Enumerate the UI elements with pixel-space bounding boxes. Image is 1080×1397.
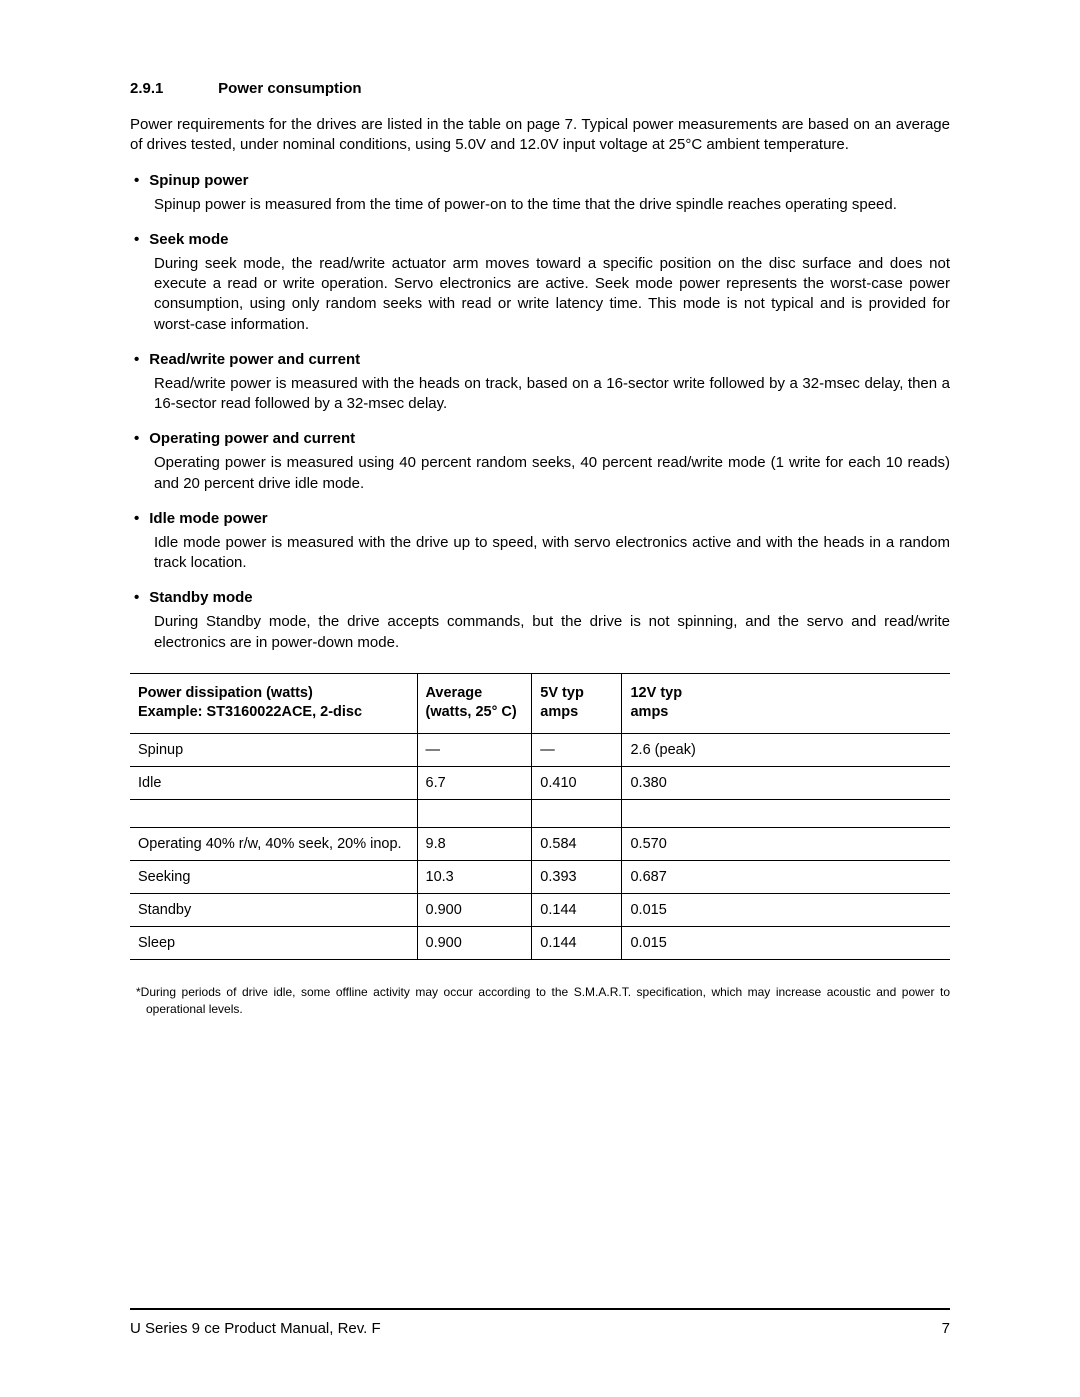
bullet-spinup-body: Spinup power is measured from the time o…: [154, 195, 950, 215]
cell: 0.144: [532, 926, 622, 959]
heading-title: Power consumption: [218, 80, 361, 97]
bullet-rw: Read/write power and current Read/write …: [130, 351, 950, 415]
bullet-standby-head: Standby mode: [130, 589, 950, 606]
cell: 0.144: [532, 893, 622, 926]
header-col3-line1: 5V typ: [540, 685, 584, 701]
bullet-rw-body: Read/write power is measured with the he…: [154, 374, 950, 415]
cell: 0.900: [417, 926, 532, 959]
table-row: Seeking 10.3 0.393 0.687: [130, 860, 950, 893]
heading-number: 2.9.1: [130, 80, 214, 97]
bullet-spinup-head: Spinup power: [130, 172, 950, 189]
cell: [622, 799, 950, 827]
cell: —: [417, 733, 532, 766]
cell: 6.7: [417, 766, 532, 799]
bullet-spinup: Spinup power Spinup power is measured fr…: [130, 172, 950, 215]
cell: 0.410: [532, 766, 622, 799]
table-row: Operating 40% r/w, 40% seek, 20% inop. 9…: [130, 827, 950, 860]
bullet-operating-body: Operating power is measured using 40 per…: [154, 453, 950, 494]
bullet-standby-body: During Standby mode, the drive accepts c…: [154, 612, 950, 653]
cell: 0.570: [622, 827, 950, 860]
cell: Seeking: [130, 860, 417, 893]
bullet-idle-body: Idle mode power is measured with the dri…: [154, 533, 950, 574]
footer-left: U Series 9 ce Product Manual, Rev. F: [130, 1320, 381, 1337]
page-footer: U Series 9 ce Product Manual, Rev. F 7: [130, 1308, 950, 1337]
header-col2: Average (watts, 25° C): [417, 673, 532, 733]
cell: Operating 40% r/w, 40% seek, 20% inop.: [130, 827, 417, 860]
cell: [417, 799, 532, 827]
table-row: Idle 6.7 0.410 0.380: [130, 766, 950, 799]
cell: 10.3: [417, 860, 532, 893]
cell: 0.393: [532, 860, 622, 893]
header-col2-line1: Average: [426, 685, 483, 701]
cell: 0.015: [622, 926, 950, 959]
header-col4: 12V typ amps: [622, 673, 950, 733]
header-col4-line2: amps: [630, 704, 668, 720]
cell: Spinup: [130, 733, 417, 766]
bullet-operating-head: Operating power and current: [130, 430, 950, 447]
section-heading: 2.9.1 Power consumption: [130, 80, 950, 97]
header-col2-line2: (watts, 25° C): [426, 704, 517, 720]
cell: [532, 799, 622, 827]
header-col3: 5V typ amps: [532, 673, 622, 733]
bullet-seek-body: During seek mode, the read/write actuato…: [154, 254, 950, 335]
header-col4-line1: 12V typ: [630, 685, 682, 701]
cell: Standby: [130, 893, 417, 926]
cell: 0.900: [417, 893, 532, 926]
bullet-seek-head: Seek mode: [130, 231, 950, 248]
cell: 0.015: [622, 893, 950, 926]
bullet-operating: Operating power and current Operating po…: [130, 430, 950, 494]
cell: 2.6 (peak): [622, 733, 950, 766]
cell: Sleep: [130, 926, 417, 959]
cell: 0.687: [622, 860, 950, 893]
table-row: Sleep 0.900 0.144 0.015: [130, 926, 950, 959]
header-col3-line2: amps: [540, 704, 578, 720]
cell: 9.8: [417, 827, 532, 860]
table-row-blank: [130, 799, 950, 827]
intro-paragraph: Power requirements for the drives are li…: [130, 115, 950, 156]
header-col1-line2: Example: ST3160022ACE, 2-disc: [138, 704, 362, 720]
header-col1: Power dissipation (watts) Example: ST316…: [130, 673, 417, 733]
power-table: Power dissipation (watts) Example: ST316…: [130, 673, 950, 960]
cell: 0.380: [622, 766, 950, 799]
bullet-idle-head: Idle mode power: [130, 510, 950, 527]
bullet-seek: Seek mode During seek mode, the read/wri…: [130, 231, 950, 335]
footer-page-number: 7: [942, 1320, 950, 1337]
bullet-idle: Idle mode power Idle mode power is measu…: [130, 510, 950, 574]
cell: —: [532, 733, 622, 766]
page-body: 2.9.1 Power consumption Power requiremen…: [0, 0, 1080, 1397]
table-row: Standby 0.900 0.144 0.015: [130, 893, 950, 926]
bullet-rw-head: Read/write power and current: [130, 351, 950, 368]
header-col1-line1: Power dissipation (watts): [138, 685, 313, 701]
cell: [130, 799, 417, 827]
cell: Idle: [130, 766, 417, 799]
footnote: *During periods of drive idle, some offl…: [130, 984, 950, 1018]
table-row: Spinup — — 2.6 (peak): [130, 733, 950, 766]
table-header-row: Power dissipation (watts) Example: ST316…: [130, 673, 950, 733]
bullet-standby: Standby mode During Standby mode, the dr…: [130, 589, 950, 653]
cell: 0.584: [532, 827, 622, 860]
